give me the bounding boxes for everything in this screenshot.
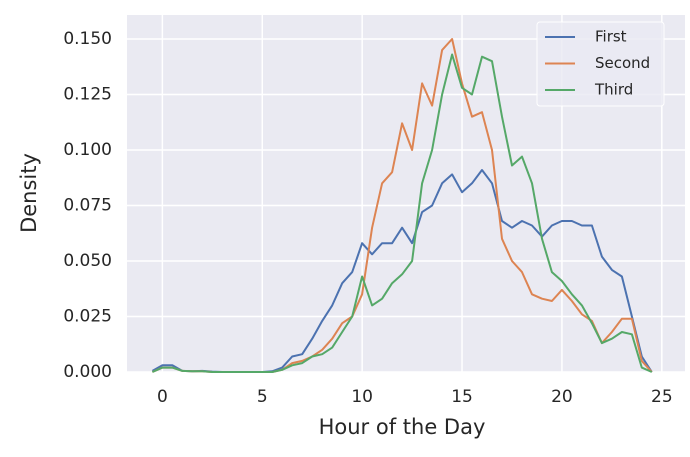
legend-box bbox=[536, 21, 665, 107]
y-tick-label: 0.025 bbox=[63, 306, 112, 326]
y-tick-label: 0.125 bbox=[63, 84, 112, 104]
legend-label: First bbox=[595, 28, 627, 46]
y-tick-label: 0.075 bbox=[63, 195, 112, 215]
legend-label: Third bbox=[594, 81, 633, 99]
y-tick-label: 0.050 bbox=[63, 251, 112, 271]
y-axis-label: Density bbox=[17, 153, 41, 233]
x-tick-label: 15 bbox=[451, 387, 473, 407]
x-tick-label: 20 bbox=[551, 387, 573, 407]
x-tick-label: 5 bbox=[257, 387, 268, 407]
x-axis-label: Hour of the Day bbox=[319, 415, 486, 439]
x-tick-label: 25 bbox=[651, 387, 673, 407]
x-tick-label: 10 bbox=[351, 387, 373, 407]
line bbox=[151, 53, 653, 373]
legend-label: Second bbox=[595, 54, 650, 72]
x-tick-label: 0 bbox=[157, 387, 168, 407]
y-tick-label: 0.000 bbox=[63, 362, 112, 382]
y-tick-label: 0.100 bbox=[63, 140, 112, 160]
y-tick-label: 0.150 bbox=[63, 29, 112, 49]
